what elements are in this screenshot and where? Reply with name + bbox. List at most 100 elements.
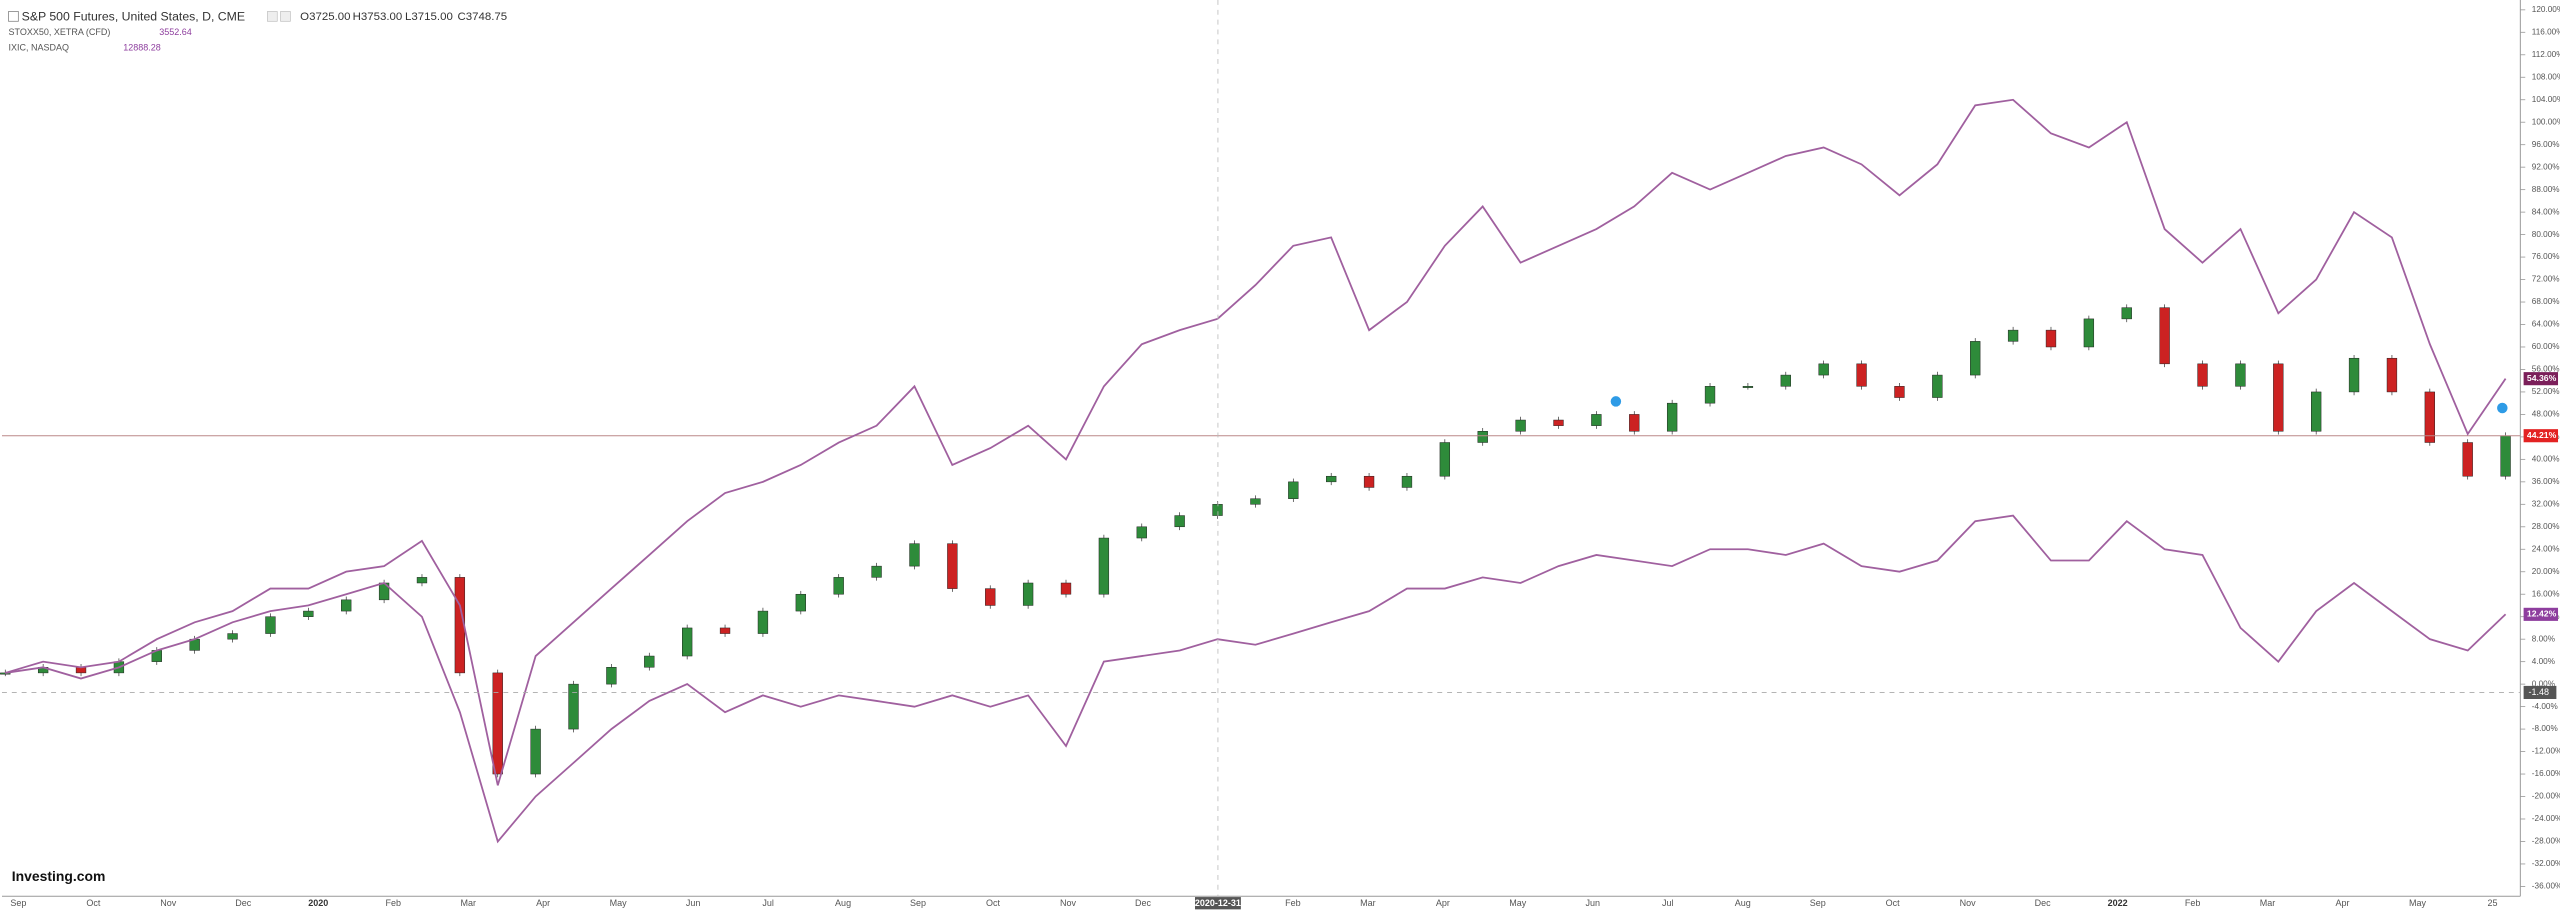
ohlc-value: H3753.00: [353, 11, 403, 23]
candle: [1288, 481, 1299, 499]
x-tick-label: May: [610, 898, 628, 908]
y-tick-label: 0.00%: [2532, 679, 2555, 688]
x-tick-label: Sep: [910, 898, 926, 908]
candle: [2500, 435, 2511, 477]
candle: [2083, 318, 2095, 348]
collapse-icon[interactable]: [8, 11, 19, 22]
candle: [1856, 363, 1867, 387]
candle: [1894, 386, 1905, 398]
candle: [2348, 357, 2360, 393]
candle: [644, 655, 655, 668]
y-tick-label: 64.00%: [2532, 320, 2560, 329]
y-tick-label: -24.00%: [2532, 814, 2560, 823]
candle: [985, 588, 996, 606]
candle: [227, 633, 238, 640]
last-value-box: [2523, 607, 2559, 621]
icon[interactable]: [280, 11, 291, 22]
y-tick-label: 108.00%: [2532, 72, 2560, 81]
candle: [1098, 537, 1110, 595]
x-tick-label: Oct: [1886, 898, 1901, 908]
candle: [265, 616, 276, 634]
candle: [492, 672, 503, 775]
y-tick-label: 40.00%: [2532, 455, 2560, 464]
y-tick-label: 60.00%: [2532, 342, 2560, 351]
candle: [1818, 363, 1829, 376]
ohlc: O3725.00 H3753.00 L3715.00 C3748.75: [300, 11, 507, 23]
y-tick-label: -16.00%: [2532, 769, 2560, 778]
y-tick-label: 88.00%: [2532, 185, 2560, 194]
x-tick-label: Jul: [762, 898, 774, 908]
candle: [909, 543, 920, 567]
y-tick-label: 24.00%: [2532, 544, 2560, 553]
x-tick-label: Aug: [835, 898, 851, 908]
candle: [1477, 431, 1488, 443]
series-quote: 12888.28: [123, 43, 161, 53]
candle: [2159, 307, 2170, 365]
candle: [1704, 386, 1716, 404]
candle: [303, 610, 314, 617]
candle: [1326, 475, 1337, 483]
x-tick-label: Jun: [686, 898, 701, 908]
y-tick-label: 56.00%: [2532, 365, 2560, 374]
x-tick-label: Oct: [86, 898, 101, 908]
candle: [341, 599, 352, 612]
plot-area: [0, 98, 2521, 844]
candle: [947, 543, 958, 589]
y-tick-label: 96.00%: [2532, 140, 2560, 149]
candle: [568, 683, 579, 730]
x-tick-label: 2022: [2108, 898, 2128, 908]
candle: [416, 577, 428, 584]
candle: [833, 577, 844, 595]
candle: [1250, 498, 1261, 505]
candle: [1363, 475, 1375, 488]
x-tick-label: Feb: [385, 898, 401, 908]
candle: [1666, 402, 1678, 432]
x-tick-label: Jul: [1662, 898, 1674, 908]
crosshair-y-box: [2523, 685, 2557, 700]
last-value-box: [2523, 372, 2559, 386]
x-tick-label: Nov: [1960, 898, 1977, 908]
event-marker[interactable]: [1610, 396, 1622, 407]
brand-logo: Investing.com: [12, 868, 106, 884]
header-icons: [267, 11, 291, 22]
x-tick-label: Mar: [2260, 898, 2276, 908]
candle: [2045, 329, 2057, 348]
candle: [1932, 374, 1943, 398]
candle: [2273, 363, 2284, 432]
series-line: [4, 98, 2507, 786]
candle: [1553, 419, 1564, 426]
candle: [606, 667, 617, 685]
ohlc-value: C3748.75: [457, 11, 507, 23]
x-tick-label: Aug: [1735, 898, 1751, 908]
icon[interactable]: [267, 11, 278, 22]
candle: [1060, 582, 1072, 595]
series-line: [5, 514, 2507, 844]
candle: [1401, 475, 1413, 488]
y-tick-label: 20.00%: [2532, 567, 2560, 576]
y-tick-label: 72.00%: [2532, 275, 2560, 284]
x-tick-label: Feb: [2185, 898, 2201, 908]
event-marker[interactable]: [2497, 402, 2508, 414]
x-tick-label: Jun: [1586, 898, 1601, 908]
y-tick-label: 76.00%: [2532, 252, 2560, 261]
y-tick-label: 16.00%: [2532, 589, 2560, 598]
last-value-box: [2523, 429, 2559, 443]
y-tick-label: 84.00%: [2532, 207, 2560, 216]
candle: [2462, 442, 2473, 477]
candle: [2121, 307, 2132, 320]
candle: [682, 627, 693, 657]
ohlc-value: O3725.00: [300, 11, 350, 23]
y-tick-label: 104.00%: [2532, 95, 2560, 104]
y-tick-label: -4.00%: [2532, 702, 2558, 711]
y-tick-label: 48.00%: [2532, 410, 2560, 419]
x-tick-label: Mar: [1360, 898, 1376, 908]
y-tick-label: 100.00%: [2532, 117, 2560, 126]
crosshair-x-box: [1194, 897, 1241, 910]
x-tick-label: Nov: [160, 898, 177, 908]
y-tick-label: 92.00%: [2532, 162, 2560, 171]
y-tick-label: -20.00%: [2532, 792, 2560, 801]
y-tick-label: 32.00%: [2532, 499, 2560, 508]
y-tick-label: 116.00%: [2532, 27, 2560, 36]
